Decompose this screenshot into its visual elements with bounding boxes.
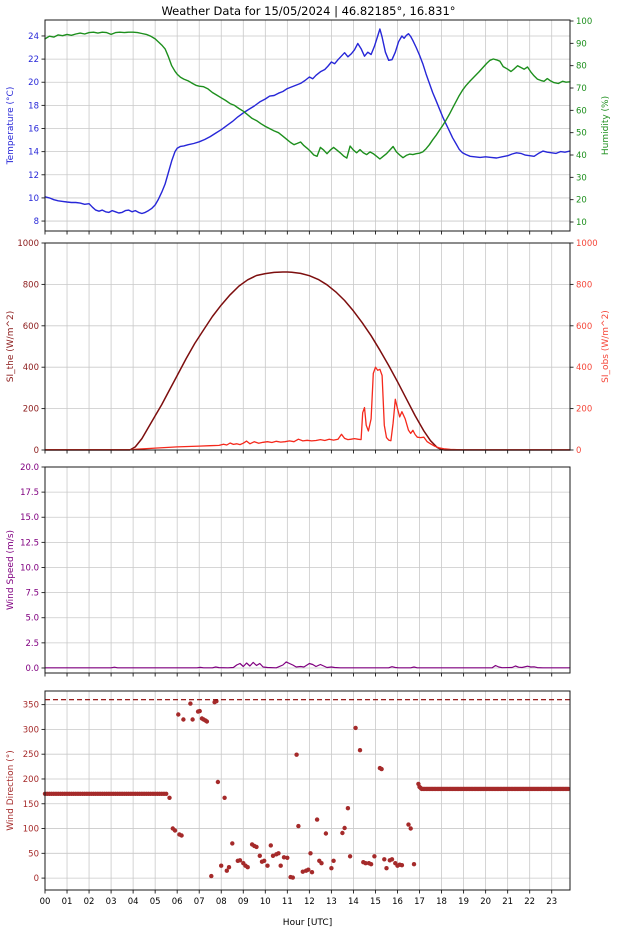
svg-text:23: 23	[546, 897, 557, 907]
svg-text:13: 13	[326, 897, 337, 907]
plot-temperature-humidity-right-axis-label: Humidity (%)	[601, 96, 611, 155]
svg-text:7.5: 7.5	[25, 589, 39, 599]
svg-text:09: 09	[238, 897, 249, 907]
wind-speed-line	[44, 661, 571, 669]
plot-wind-speed: 0.0 2.5 5.0 7.5 10.0 12.5 15.0 17.5 20.0 Wind Spe…	[6, 463, 571, 677]
svg-text:02: 02	[84, 897, 95, 907]
svg-text:11: 11	[282, 897, 293, 907]
plot-wind-direction: 00 01 02 03 04 05 06 07 08 09 10 11 12 13 14 15 16 17 18 19…	[6, 690, 571, 928]
figure-title: Weather Data for 15/05/2024 | 46.82185°,…	[161, 4, 456, 18]
svg-text:20: 20	[28, 78, 39, 88]
svg-text:100: 100	[23, 825, 39, 835]
si-observed-line	[44, 366, 571, 451]
svg-text:100: 100	[576, 17, 592, 27]
svg-text:20.0: 20.0	[20, 463, 39, 473]
svg-text:150: 150	[23, 800, 39, 810]
svg-text:2.5: 2.5	[25, 639, 39, 649]
svg-text:19: 19	[458, 897, 469, 907]
svg-text:15.0: 15.0	[20, 513, 39, 523]
svg-text:0: 0	[34, 874, 39, 884]
svg-text:60: 60	[576, 106, 587, 116]
si-theoretical-line	[44, 271, 571, 451]
svg-text:1000: 1000	[576, 239, 598, 249]
svg-text:600: 600	[576, 322, 592, 332]
svg-text:20: 20	[576, 196, 587, 206]
svg-text:250: 250	[23, 750, 39, 760]
svg-text:8: 8	[34, 217, 39, 227]
svg-text:07: 07	[194, 897, 205, 907]
svg-text:10: 10	[576, 218, 587, 228]
svg-text:0.0: 0.0	[25, 664, 39, 674]
svg-text:22: 22	[28, 55, 39, 65]
svg-text:10: 10	[28, 194, 39, 204]
svg-text:24: 24	[28, 32, 39, 42]
svg-text:10.0: 10.0	[20, 563, 39, 573]
wind-direction-points	[42, 699, 571, 880]
plot-wind-speed-left-axis-label: Wind Speed (m/s)	[6, 530, 16, 610]
svg-text:70: 70	[576, 84, 587, 94]
svg-text:350: 350	[23, 701, 39, 711]
svg-text:17: 17	[414, 897, 425, 907]
svg-text:06: 06	[172, 897, 183, 907]
plot-temperature-humidity-left-axis-label: Temperature (°C)	[6, 87, 16, 166]
svg-text:08: 08	[216, 897, 227, 907]
svg-text:22: 22	[524, 897, 535, 907]
svg-text:10: 10	[260, 897, 271, 907]
svg-text:00: 00	[40, 897, 51, 907]
svg-text:800: 800	[576, 280, 592, 290]
svg-text:15: 15	[370, 897, 381, 907]
svg-text:800: 800	[23, 280, 39, 290]
plot-solar-irradiance-left-axis-label: SI_the (W/m^2)	[6, 311, 16, 383]
svg-text:21: 21	[502, 897, 513, 907]
svg-text:200: 200	[23, 405, 39, 415]
svg-text:18: 18	[28, 101, 39, 111]
svg-text:200: 200	[23, 775, 39, 785]
svg-text:14: 14	[28, 148, 39, 158]
svg-text:20: 20	[480, 897, 491, 907]
svg-text:0: 0	[34, 446, 39, 456]
svg-text:16: 16	[28, 125, 39, 135]
svg-text:12: 12	[28, 171, 39, 181]
svg-text:400: 400	[576, 363, 592, 373]
svg-text:5.0: 5.0	[25, 614, 39, 624]
temperature-line	[44, 28, 571, 215]
svg-text:03: 03	[106, 897, 117, 907]
svg-text:50: 50	[28, 849, 39, 859]
plot-solar-irradiance-right-axis-label: SI_obs (W/m^2)	[601, 310, 611, 383]
plot-solar-irradiance: 0 200 400 600 800 1000 SI_the (W/m^2) 0 200 400 60…	[6, 239, 611, 456]
plot-wind-direction-left-axis-label: Wind Direction (°)	[6, 750, 16, 831]
svg-text:400: 400	[23, 363, 39, 373]
svg-text:17.5: 17.5	[20, 488, 39, 498]
humidity-line	[44, 31, 571, 160]
svg-text:18: 18	[436, 897, 447, 907]
svg-text:600: 600	[23, 322, 39, 332]
svg-text:0: 0	[576, 446, 581, 456]
svg-text:04: 04	[128, 897, 139, 907]
svg-text:14: 14	[348, 897, 359, 907]
svg-text:16: 16	[392, 897, 403, 907]
svg-text:80: 80	[576, 62, 587, 72]
svg-text:05: 05	[150, 897, 161, 907]
plot-temperature-humidity: 8 10 12 14 16 18 20 22 24 Temperature (°C) 10 20 30 4…	[6, 17, 611, 235]
svg-text:90: 90	[576, 39, 587, 49]
x-axis-label: Hour [UTC]	[283, 918, 332, 928]
svg-text:1000: 1000	[17, 239, 39, 249]
svg-text:30: 30	[576, 173, 587, 183]
svg-text:40: 40	[576, 151, 587, 161]
svg-text:01: 01	[62, 897, 73, 907]
svg-text:300: 300	[23, 725, 39, 735]
svg-text:200: 200	[576, 405, 592, 415]
svg-text:50: 50	[576, 129, 587, 139]
svg-text:12.5: 12.5	[20, 538, 39, 548]
svg-text:12: 12	[304, 897, 315, 907]
